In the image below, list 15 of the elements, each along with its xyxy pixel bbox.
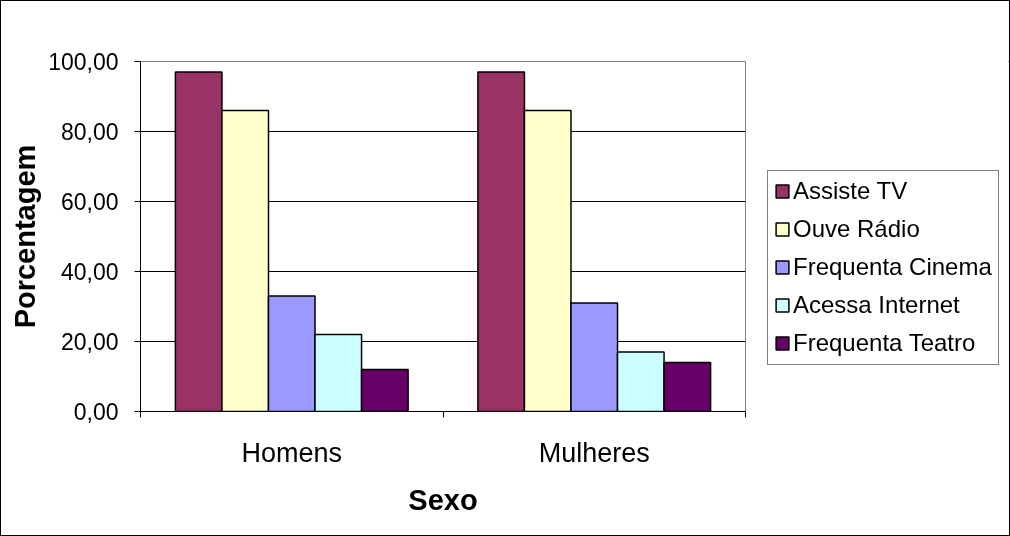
y-tick-label: 40,00 xyxy=(60,259,119,285)
y-tick-label: 100,00 xyxy=(48,49,119,75)
legend-label: Frequenta Teatro xyxy=(793,328,976,358)
x-tick-label: Homens xyxy=(241,437,343,468)
legend-label: Frequenta Cinema xyxy=(793,252,992,282)
y-axis-title: Porcentagem xyxy=(9,144,42,329)
legend-label: Assiste TV xyxy=(793,176,908,206)
x-tick-label: Mulheres xyxy=(538,437,650,468)
y-tick-label: 0,00 xyxy=(73,399,119,425)
legend-label: Ouve Rádio xyxy=(793,214,920,244)
y-tick-label: 60,00 xyxy=(60,189,119,215)
legend-label: Acessa Internet xyxy=(793,290,960,320)
y-tick-label: 80,00 xyxy=(60,119,119,145)
x-axis-title: Sexo xyxy=(408,483,478,516)
y-tick-label: 20,00 xyxy=(60,329,119,355)
